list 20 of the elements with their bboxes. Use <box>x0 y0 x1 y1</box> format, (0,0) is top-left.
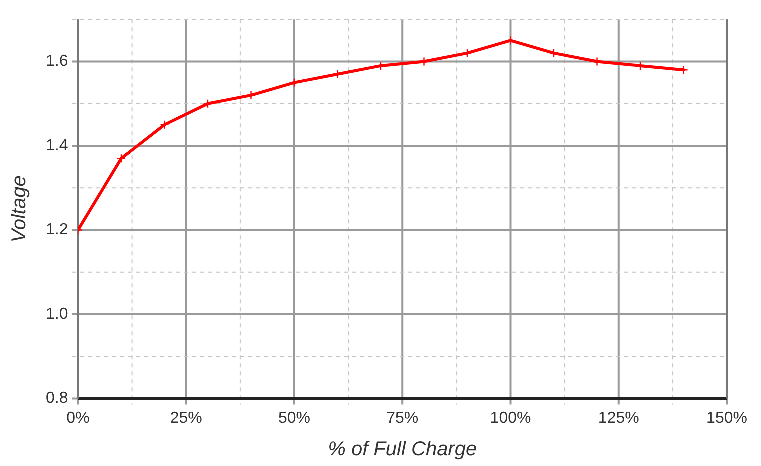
x-axis-title: % of Full Charge <box>328 438 478 461</box>
x-tick-label: 25% <box>170 410 202 427</box>
x-tick-label: 100% <box>490 410 532 427</box>
point <box>549 48 559 58</box>
x-tick-label: 0% <box>66 410 90 427</box>
point <box>462 48 472 58</box>
point <box>246 90 256 100</box>
x-tick-label: 125% <box>598 410 640 427</box>
point <box>506 36 516 46</box>
y-tick-label: 1.6 <box>46 53 68 70</box>
y-tick-label: 1.0 <box>46 306 68 323</box>
point <box>160 120 170 130</box>
point <box>116 154 126 164</box>
x-tick-label: 50% <box>278 410 311 427</box>
x-tick-label: 150% <box>706 410 748 427</box>
x-tick-label: 75% <box>386 410 419 427</box>
y-axis-title: Voltage <box>8 176 31 243</box>
y-tick-label: 1.4 <box>46 137 68 154</box>
y-tick-label: 0.8 <box>46 390 68 408</box>
y-tick-label: 1.2 <box>46 222 68 239</box>
